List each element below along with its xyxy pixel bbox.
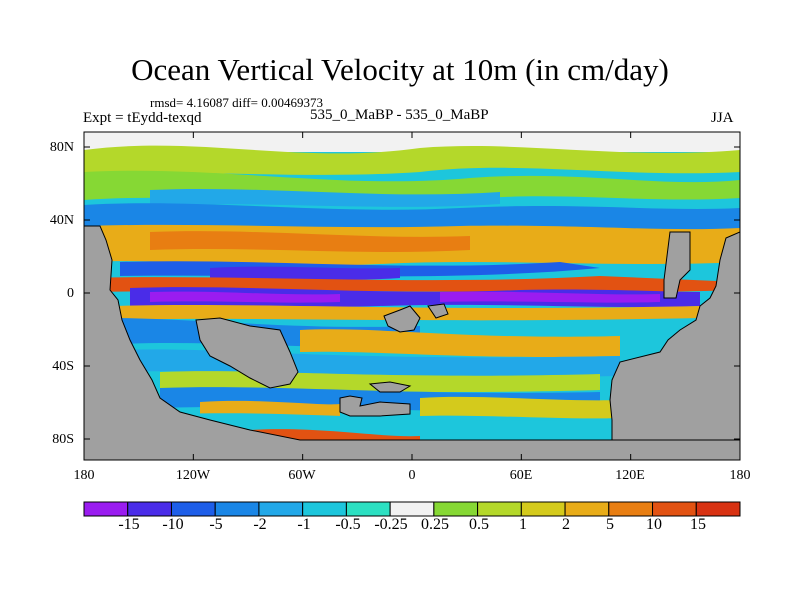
colorbar-label: 0.25 — [421, 516, 449, 533]
lon-label-120w: 120W — [175, 468, 211, 483]
colorbar-swatch — [345, 501, 391, 517]
colorbar-swatch — [433, 501, 479, 517]
colorbar-label: -1 — [297, 516, 311, 533]
lon-label-120e: 120E — [615, 468, 645, 483]
rmsd-diff-stats: rmsd= 4.16087 diff= 0.00469373 — [150, 95, 323, 110]
colorbar-swatch — [302, 501, 347, 517]
colorbar-swatch — [214, 501, 260, 517]
colorbar-label: 2 — [562, 516, 570, 533]
colorbar-label: -0.25 — [374, 516, 408, 533]
lon-label-60w: 60W — [288, 468, 316, 483]
lat-label-40s: 40S — [52, 359, 74, 374]
lon-label-0: 0 — [408, 468, 416, 483]
colorbar-swatch — [608, 501, 654, 517]
colorbar-label: -10 — [162, 516, 184, 533]
colorbar-label: -2 — [253, 516, 267, 533]
colorbar — [83, 501, 741, 517]
colorbar-label: -0.5 — [335, 516, 361, 533]
colorbar-label: 5 — [606, 516, 614, 533]
colorbar-swatch — [83, 501, 129, 517]
colorbar-swatch — [170, 501, 216, 517]
colorbar-swatch — [564, 501, 610, 517]
lon-label-180w: 180 — [73, 468, 95, 483]
colorbar-label: -5 — [209, 516, 223, 533]
lon-label-60e: 60E — [509, 468, 533, 483]
colorbar-swatch — [258, 501, 304, 517]
colorbar-label: 10 — [646, 516, 662, 533]
comparison-label: 535_0_MaBP - 535_0_MaBP — [310, 107, 489, 123]
colorbar-label: 1 — [519, 516, 527, 533]
colorbar-swatch — [520, 501, 566, 517]
colorbar-label: 15 — [690, 516, 706, 533]
season-label: JJA — [711, 110, 734, 126]
colorbar-swatch — [652, 501, 697, 517]
map-field — [84, 132, 740, 460]
lat-label-80n: 80N — [49, 140, 74, 155]
colorbar-swatch — [389, 501, 435, 517]
experiment-label: Expt = tEydd-texqd — [83, 110, 202, 126]
colorbar-label: -15 — [118, 516, 140, 533]
colorbar-label: 0.5 — [469, 516, 489, 533]
lat-label-80s: 80S — [52, 432, 74, 447]
lat-label-0: 0 — [67, 286, 74, 301]
map-title: Ocean Vertical Velocity at 10m (in cm/da… — [131, 52, 669, 87]
colorbar-swatch — [695, 501, 741, 517]
colorbar-swatch — [127, 501, 172, 517]
lon-label-180e: 180 — [729, 468, 751, 483]
axis-ticks — [83, 132, 741, 460]
lat-label-40n: 40N — [49, 213, 74, 228]
colorbar-swatch — [477, 501, 522, 517]
